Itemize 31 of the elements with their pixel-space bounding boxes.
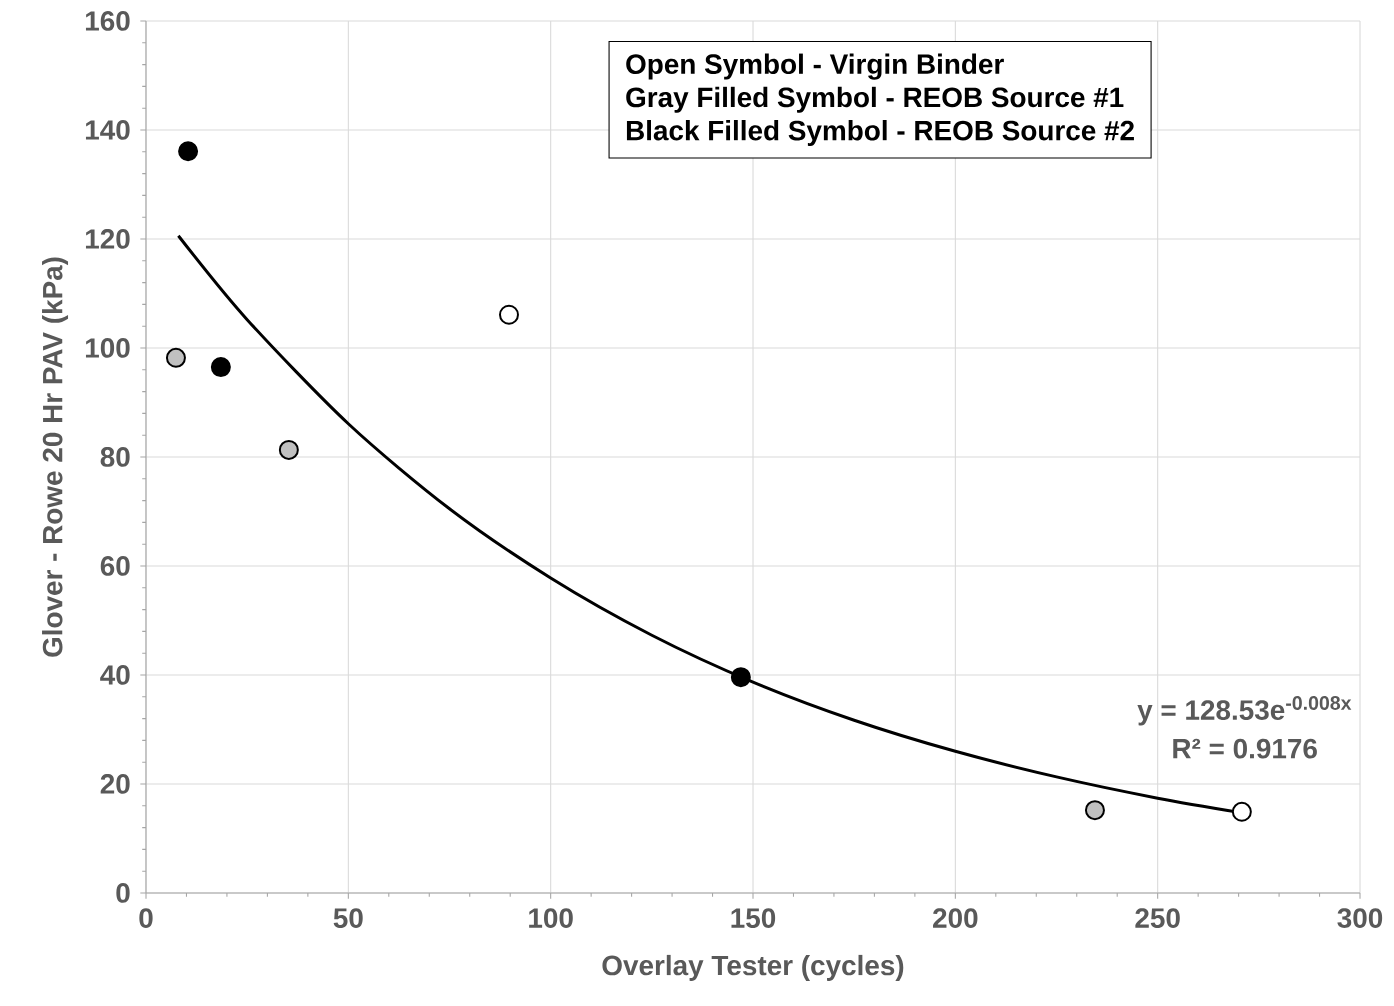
y-tick-label: 20: [100, 774, 130, 794]
annotation: Open Symbol - Virgin Binder: [626, 53, 1004, 80]
point: [210, 357, 231, 378]
point: [730, 667, 751, 688]
x-tick-label: 300: [1337, 908, 1383, 929]
point: [278, 439, 299, 460]
point: [1231, 801, 1252, 822]
annotation: Gray Filled Symbol - REOB Source #1: [626, 86, 1124, 113]
y-tick-label: 140: [85, 120, 130, 140]
annotation: y = 128.53e$^{-0.008x}$: [1137, 696, 1352, 726]
point: [178, 141, 199, 162]
y-tick-label: 40: [100, 665, 130, 685]
x-tick-label: 200: [933, 908, 978, 928]
point: [498, 304, 519, 325]
y-axis-title: Glover - Rowe 20 Hr PAV (kPa): [42, 257, 69, 657]
annotation: Black Filled Symbol - REOB Source #2: [626, 120, 1134, 146]
x-tick-label: 0: [139, 908, 153, 928]
annotation: R² = 0.9176: [1173, 738, 1317, 759]
y-tick-label: 100: [85, 338, 130, 358]
x-tick-label: 250: [1135, 908, 1180, 928]
x-axis-title: Overlay Tester (cycles): [602, 954, 904, 981]
x-tick-label: 100: [529, 908, 573, 928]
y-tick-label: 60: [100, 556, 130, 576]
y-tick-label: 80: [100, 447, 130, 467]
x-tick-label: 50: [333, 908, 363, 928]
point: [1084, 800, 1105, 821]
y-tick-label: 120: [85, 229, 130, 249]
y-tick-label: 0: [116, 883, 130, 903]
x-tick-label: 150: [731, 908, 776, 928]
y-tick-label: 160: [85, 11, 130, 31]
point: [165, 347, 186, 368]
